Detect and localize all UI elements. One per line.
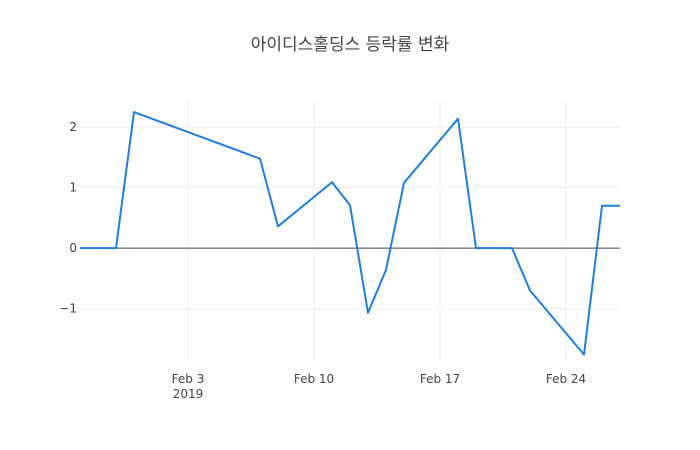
x-tick-label: Feb 24 [546,372,586,386]
y-tick-label: 0 [69,241,77,255]
chart-title: 아이디스홀딩스 등락률 변화 [251,35,450,55]
series-line [80,111,620,356]
x-tick-label: Feb 17 [420,372,460,386]
y-tick-label: 1 [69,181,77,195]
grid-lines [80,100,620,360]
x-tick-label: Feb 10 [294,372,334,386]
x-tick-sublabel: 2019 [173,387,204,401]
y-tick-label: −1 [59,302,77,316]
x-tick-label: Feb 3 [172,372,205,386]
y-tick-label: 2 [69,120,77,134]
series-layer [80,111,620,356]
